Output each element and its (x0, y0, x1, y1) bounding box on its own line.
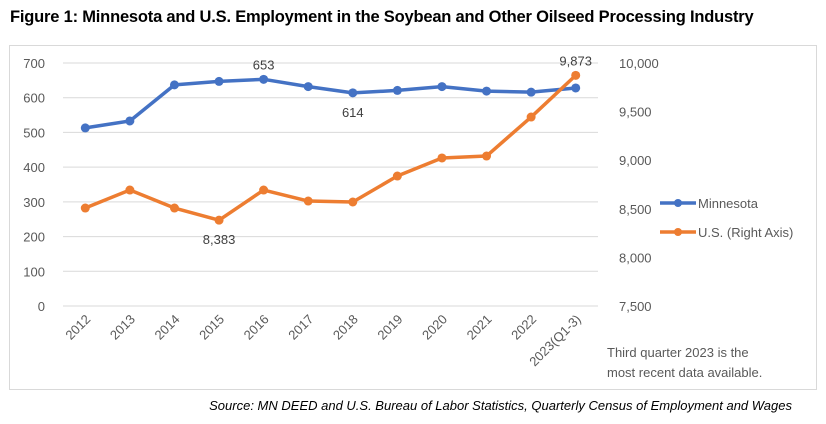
legend-marker-0 (674, 199, 682, 207)
x-tick-label: 2018 (330, 312, 361, 343)
data-point (526, 112, 536, 122)
x-tick-label: 2022 (508, 312, 539, 343)
left-tick-label: 700 (23, 56, 45, 71)
gridlines (63, 62, 598, 307)
left-tick-label: 300 (23, 195, 45, 210)
data-point (571, 83, 581, 93)
data-point (259, 74, 269, 84)
data-point (125, 185, 135, 195)
left-tick-label: 200 (23, 230, 45, 245)
x-tick-label: 2014 (152, 312, 183, 343)
note-line-2: most recent data available. (607, 365, 763, 380)
data-label: 653 (253, 57, 275, 72)
legend-marker-1 (674, 228, 682, 236)
data-point (482, 86, 492, 96)
right-tick-label: 9,500 (619, 105, 652, 120)
data-point (169, 80, 179, 90)
data-point (214, 76, 224, 86)
legend-label-1: U.S. (Right Axis) (698, 225, 793, 240)
data-note: Third quarter 2023 is the most recent da… (607, 343, 807, 383)
left-tick-label: 500 (23, 125, 45, 140)
data-point (303, 82, 313, 92)
data-label: 8,383 (203, 232, 236, 247)
data-point (80, 123, 90, 133)
right-tick-label: 7,500 (619, 299, 652, 314)
data-point (437, 153, 447, 163)
data-point (125, 116, 135, 126)
legend-label-0: Minnesota (698, 196, 759, 211)
data-point (526, 87, 536, 97)
left-tick-label: 0 (38, 299, 45, 314)
x-tick-label: 2017 (285, 312, 316, 343)
chart-frame (9, 45, 817, 390)
series-line-0 (83, 77, 578, 130)
right-tick-label: 10,000 (619, 56, 659, 71)
x-tick-label: 2012 (62, 312, 93, 343)
data-label: 614 (342, 105, 364, 120)
data-point (348, 197, 358, 207)
x-tick-label: 2019 (374, 312, 405, 343)
data-point (392, 171, 402, 181)
data-point (571, 70, 581, 80)
source-note: Source: MN DEED and U.S. Bureau of Labor… (209, 398, 792, 413)
data-point (259, 185, 269, 195)
data-point (214, 215, 224, 225)
left-tick-label: 600 (23, 91, 45, 106)
x-axis-ticks: 2012 2013 2014 2015 2016 2017 2018 2019 2020 2021… (62, 312, 583, 370)
right-tick-label: 9,000 (619, 153, 652, 168)
data-point (437, 82, 447, 92)
data-point (169, 203, 179, 213)
note-line-1: Third quarter 2023 is the (607, 345, 749, 360)
right-tick-label: 8,500 (619, 202, 652, 217)
legend: Minnesota U.S. (Right Axis) (660, 196, 793, 240)
right-tick-label: 8,000 (619, 250, 652, 265)
figure-title: Figure 1: Minnesota and U.S. Employment … (10, 8, 754, 26)
left-axis-ticks: 0 100 200 300 400 500 600 700 (23, 56, 45, 314)
left-tick-label: 400 (23, 160, 45, 175)
data-point (392, 85, 402, 95)
right-axis-ticks: 7,500 8,000 8,500 9,000 9,500 10,000 (619, 56, 659, 314)
x-tick-label: 2021 (464, 312, 495, 343)
data-point (303, 196, 313, 206)
series-line-1 (83, 73, 578, 222)
x-tick-label: 2016 (241, 312, 272, 343)
data-labels: 653 614 8,383 9,873 (203, 53, 592, 247)
x-tick-label: 2015 (196, 312, 227, 343)
data-point (80, 203, 90, 213)
data-point (482, 151, 492, 161)
data-point (348, 88, 358, 98)
left-tick-label: 100 (23, 264, 45, 279)
x-tick-label: 2013 (107, 312, 138, 343)
series-group (80, 70, 581, 225)
data-label: 9,873 (559, 53, 592, 68)
x-tick-label: 2020 (419, 312, 450, 343)
